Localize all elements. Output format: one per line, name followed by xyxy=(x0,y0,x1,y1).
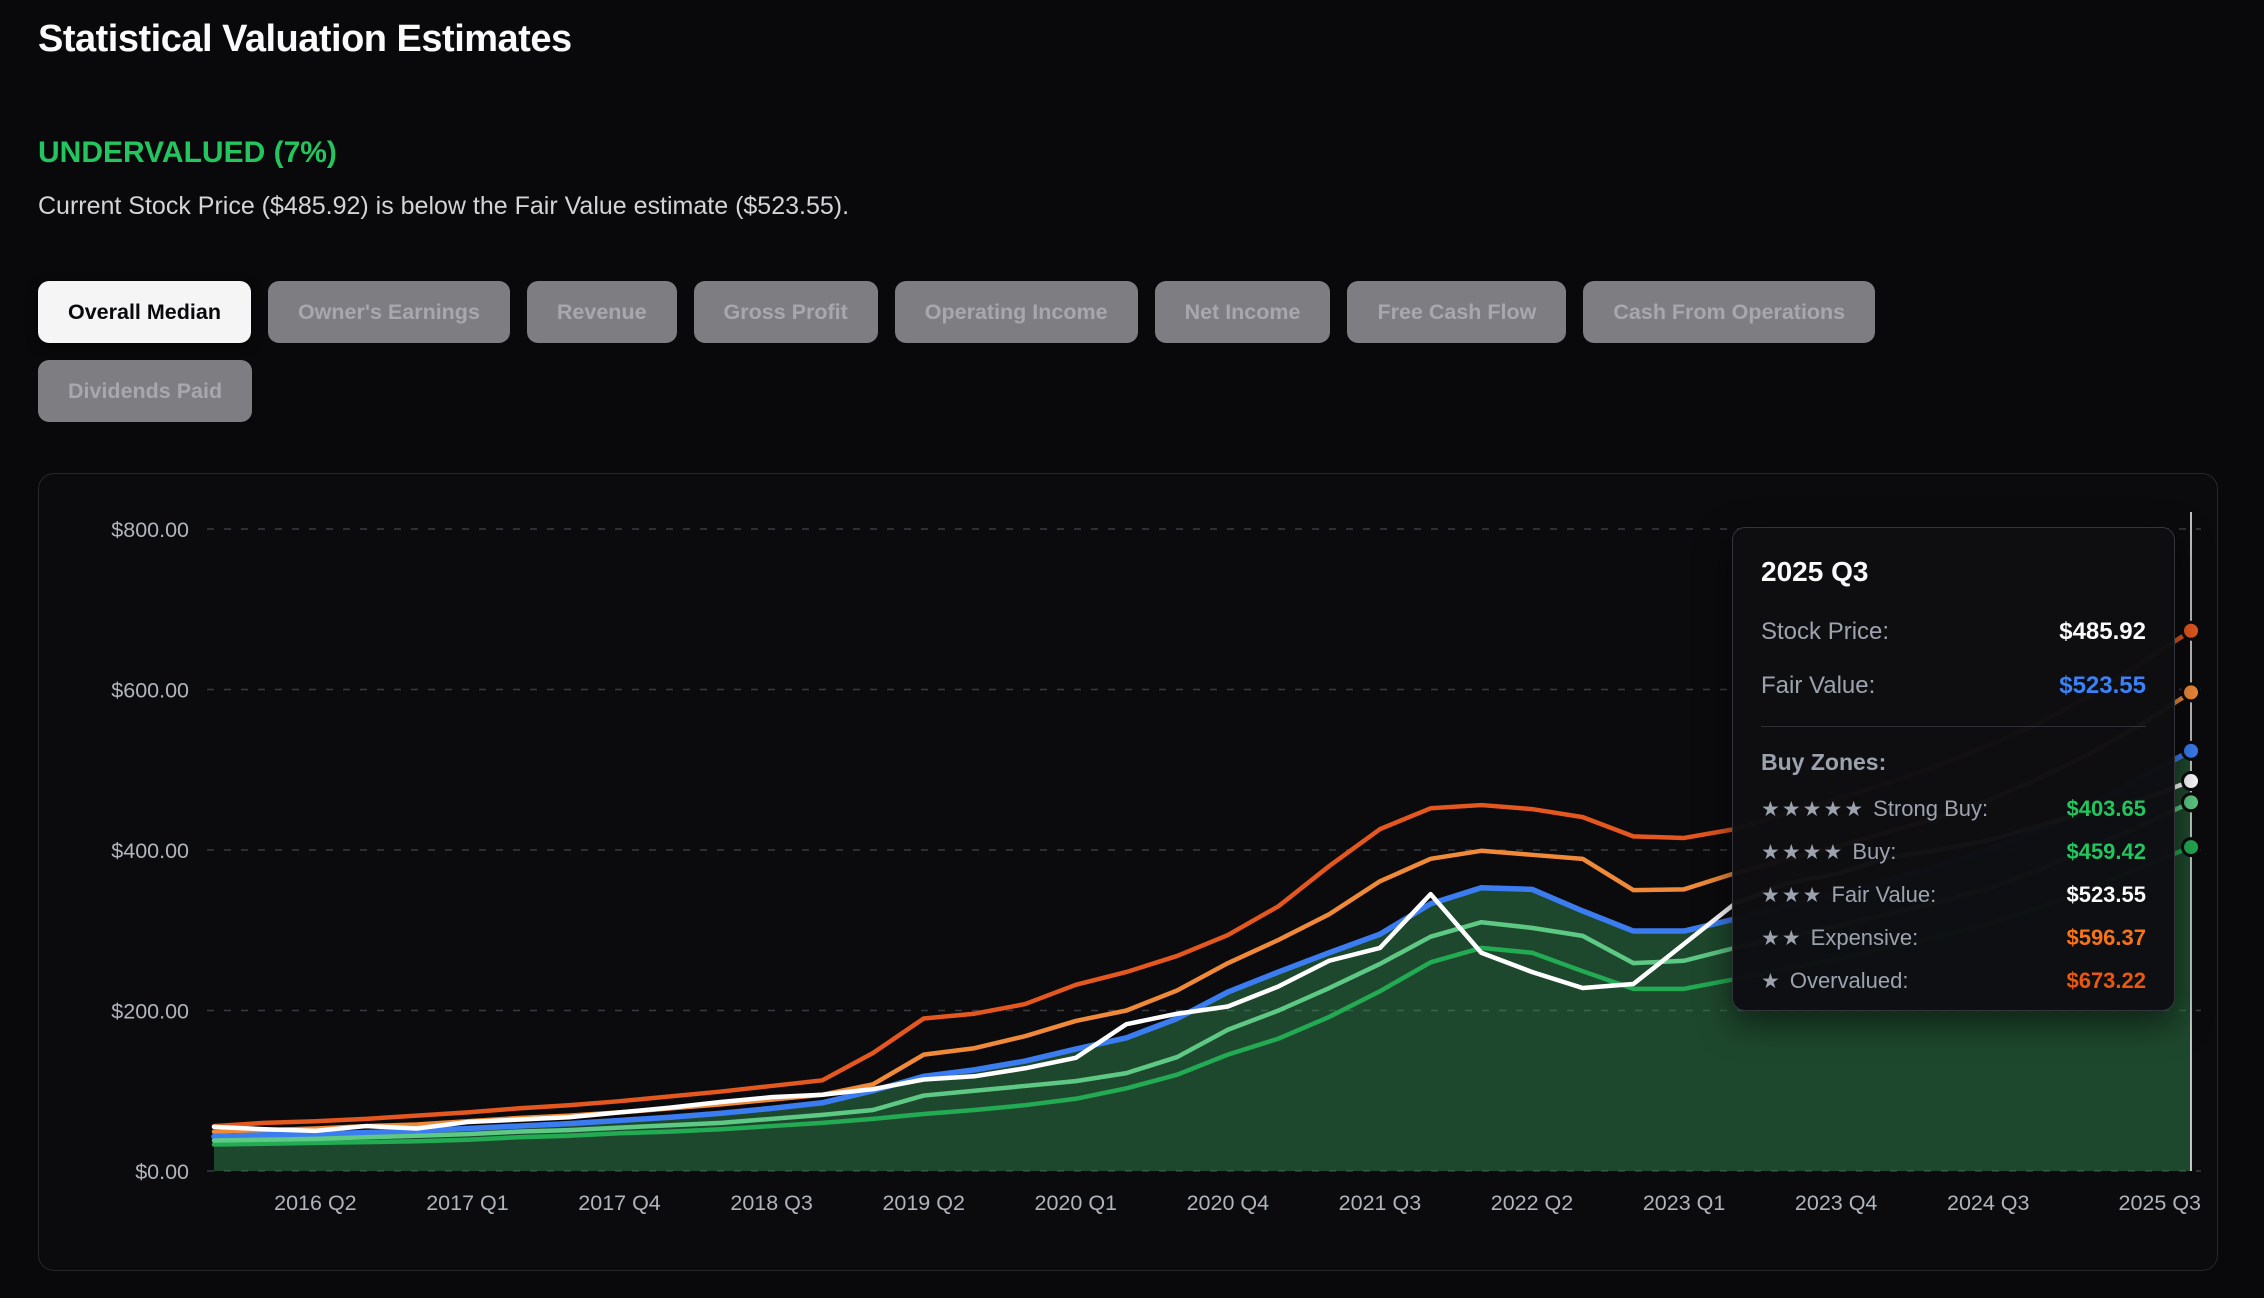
tooltip-divider xyxy=(1761,726,2146,727)
y-axis-label: $200.00 xyxy=(111,1000,189,1024)
hover-dot-overvalued xyxy=(2183,622,2200,639)
hover-dot-stock-price xyxy=(2183,773,2200,790)
tooltip-zone-value-0: $403.65 xyxy=(2066,796,2146,822)
two-stars-icon: ★★ xyxy=(1761,927,1803,950)
y-axis-label: $400.00 xyxy=(111,839,189,863)
tooltip-zone-value-3: $596.37 xyxy=(2066,925,2146,951)
tooltip-stock-price-label: Stock Price: xyxy=(1761,618,1889,646)
hover-dot-buy xyxy=(2183,794,2200,811)
tab-operating-income[interactable]: Operating Income xyxy=(895,281,1138,343)
hover-dot-strong-buy xyxy=(2183,839,2200,856)
x-axis-label: 2021 Q3 xyxy=(1339,1191,1422,1215)
status-badge: UNDERVALUED (7%) xyxy=(38,136,337,170)
y-axis-label: $600.00 xyxy=(111,679,189,703)
x-axis-label: 2020 Q1 xyxy=(1035,1191,1117,1215)
tooltip-zone-strong-buy: ★★★★★ Strong Buy: $403.65 xyxy=(1761,796,2146,822)
x-axis-label: 2019 Q2 xyxy=(882,1191,964,1215)
tooltip-zone-overvalued: ★ Overvalued: $673.22 xyxy=(1761,968,2146,994)
tooltip-buy-zones-title: Buy Zones: xyxy=(1761,749,2146,776)
tooltip-fair-value-label: Fair Value: xyxy=(1761,672,1875,700)
tooltip-stock-price-value: $485.92 xyxy=(2059,618,2146,646)
y-axis-label: $0.00 xyxy=(135,1160,189,1184)
x-axis-label: 2020 Q4 xyxy=(1187,1191,1270,1215)
hover-dot-expensive xyxy=(2183,684,2200,701)
y-axis-label: $800.00 xyxy=(111,518,189,542)
tab-revenue[interactable]: Revenue xyxy=(527,281,677,343)
zone-label: Strong Buy: xyxy=(1873,796,1988,821)
x-axis-label: 2017 Q4 xyxy=(578,1191,661,1215)
tab-dividends-paid[interactable]: Dividends Paid xyxy=(38,360,252,422)
tab-gross-profit[interactable]: Gross Profit xyxy=(694,281,878,343)
three-stars-icon: ★★★ xyxy=(1761,884,1823,907)
status-description: Current Stock Price ($485.92) is below t… xyxy=(38,192,849,221)
zone-label: Expensive: xyxy=(1811,925,1919,950)
x-axis-label: 2022 Q2 xyxy=(1491,1191,1573,1215)
zone-label: Buy: xyxy=(1852,839,1896,864)
tooltip-zone-buy: ★★★★ Buy: $459.42 xyxy=(1761,839,2146,865)
tooltip-row-fair-value: Fair Value: $523.55 xyxy=(1761,672,2146,700)
x-axis-label: 2024 Q3 xyxy=(1947,1191,2030,1215)
x-axis-label: 2025 Q3 xyxy=(2119,1191,2202,1215)
page-title: Statistical Valuation Estimates xyxy=(38,18,572,61)
x-axis-label: 2023 Q1 xyxy=(1643,1191,1725,1215)
tab-net-income[interactable]: Net Income xyxy=(1155,281,1331,343)
tooltip-zone-fair-value: ★★★ Fair Value: $523.55 xyxy=(1761,882,2146,908)
tab-cash-from-operations[interactable]: Cash From Operations xyxy=(1583,281,1875,343)
chart-tooltip: 2025 Q3 Stock Price: $485.92 Fair Value:… xyxy=(1732,527,2175,1011)
x-axis-label: 2023 Q4 xyxy=(1795,1191,1878,1215)
four-stars-icon: ★★★★ xyxy=(1761,841,1844,864)
tooltip-zone-value-4: $673.22 xyxy=(2066,968,2146,994)
tooltip-zone-expensive: ★★ Expensive: $596.37 xyxy=(1761,925,2146,951)
x-axis-label: 2016 Q2 xyxy=(274,1191,356,1215)
tab-owners-earnings[interactable]: Owner's Earnings xyxy=(268,281,510,343)
hover-dot-fair-value xyxy=(2183,742,2200,759)
zone-label: Fair Value: xyxy=(1831,882,1936,907)
one-star-icon: ★ xyxy=(1761,970,1782,993)
x-axis-label: 2018 Q3 xyxy=(730,1191,813,1215)
tooltip-zone-value-2: $523.55 xyxy=(2066,882,2146,908)
x-axis-label: 2017 Q1 xyxy=(426,1191,508,1215)
tooltip-fair-value-value: $523.55 xyxy=(2059,672,2146,700)
tab-free-cash-flow[interactable]: Free Cash Flow xyxy=(1347,281,1566,343)
metric-tabs: Overall Median Owner's Earnings Revenue … xyxy=(38,281,1918,422)
five-stars-icon: ★★★★★ xyxy=(1761,798,1865,821)
tab-overall-median[interactable]: Overall Median xyxy=(38,281,251,343)
tooltip-row-stock-price: Stock Price: $485.92 xyxy=(1761,618,2146,646)
tooltip-title: 2025 Q3 xyxy=(1761,556,2146,588)
zone-label: Overvalued: xyxy=(1790,968,1909,993)
tooltip-zone-value-1: $459.42 xyxy=(2066,839,2146,865)
page: Statistical Valuation Estimates UNDERVAL… xyxy=(0,0,2264,1298)
